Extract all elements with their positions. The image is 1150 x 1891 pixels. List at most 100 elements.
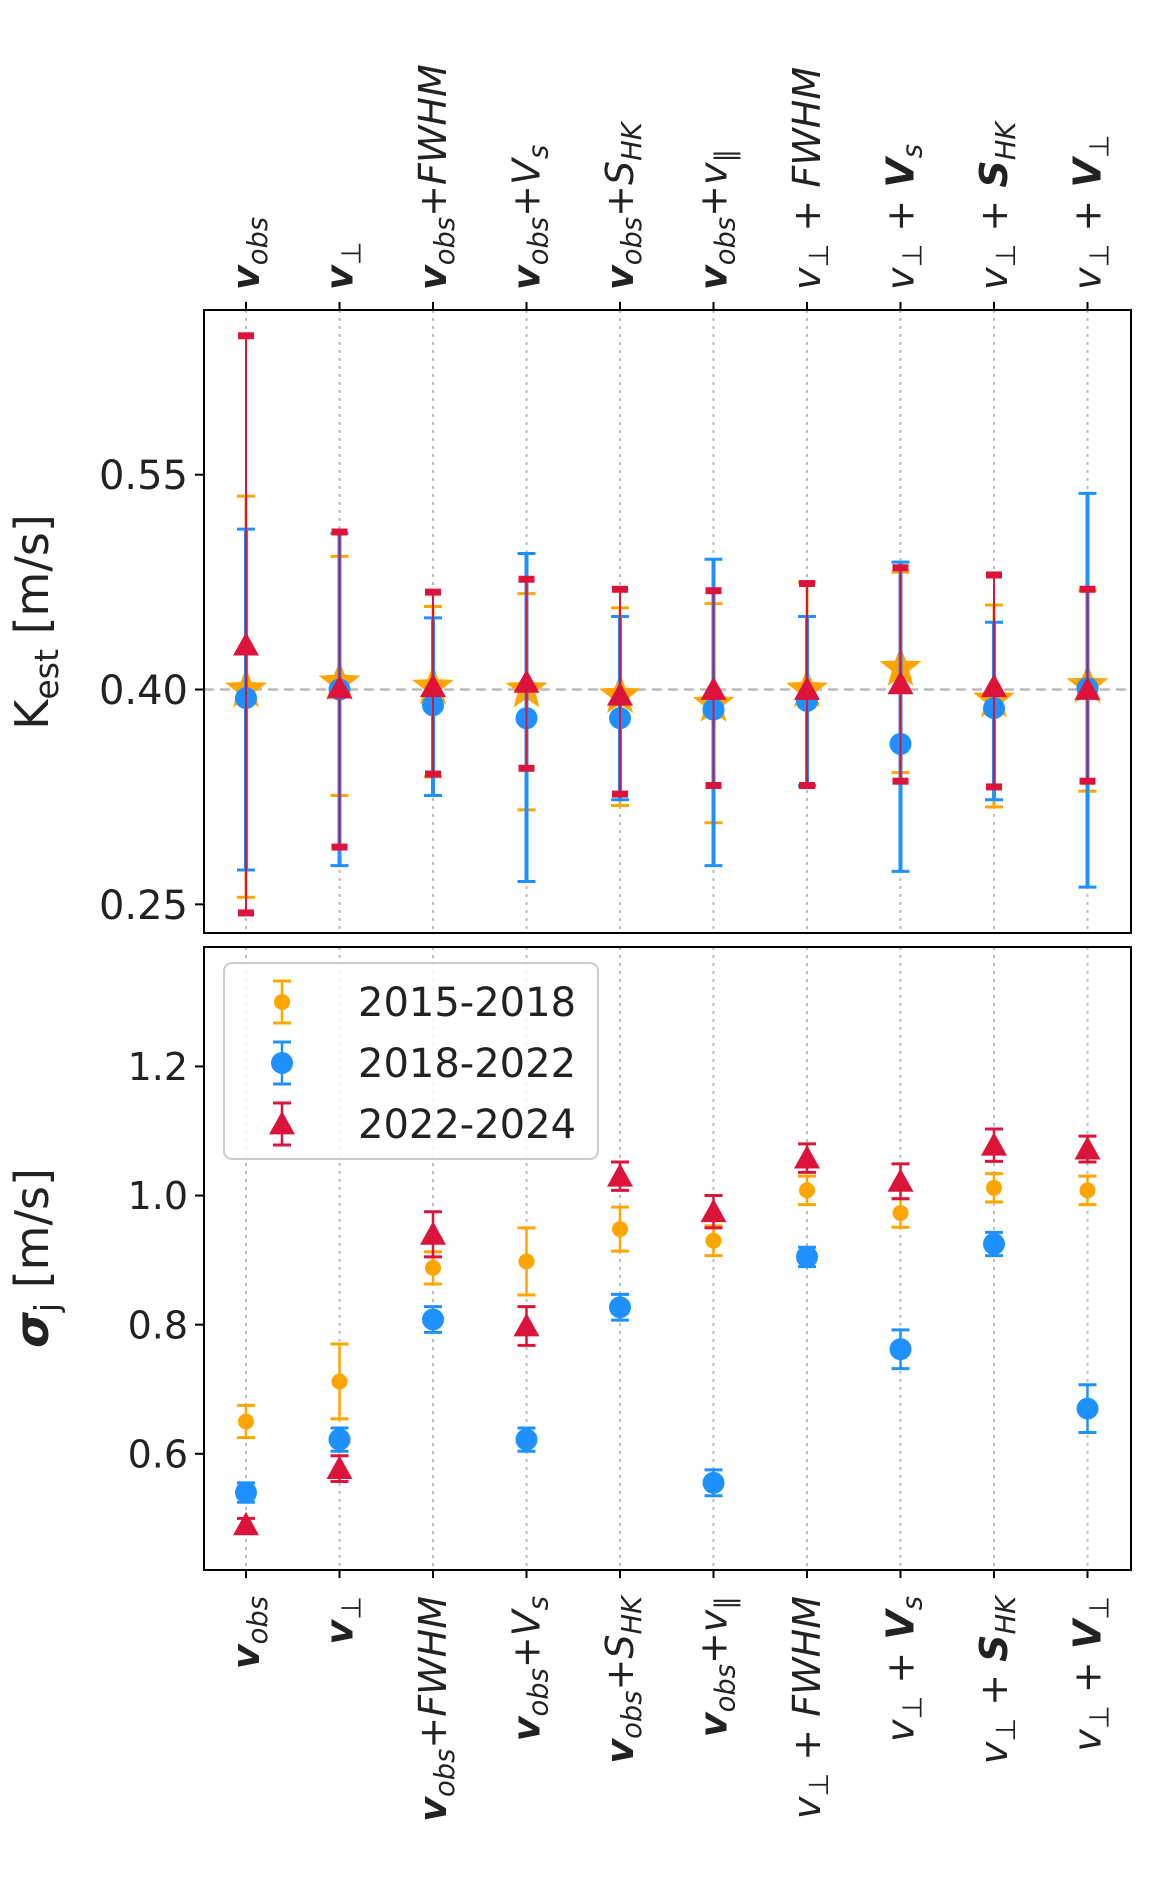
category-label: vobs <box>224 1596 274 1669</box>
category-label-sub: ⊥ <box>898 244 929 268</box>
category-label-extra: + <box>692 1632 736 1664</box>
data-point <box>326 675 353 699</box>
data-point <box>513 1312 540 1337</box>
series-2015-2018 <box>237 1172 1097 1440</box>
bottom-category-labels: vobs v⊥vobs+FWHM vobs+Vsvobs+SHKvobs+v∥v⊥ … <box>224 1594 1116 1822</box>
category-label-main: v <box>318 264 362 290</box>
category-label: vobs+FWHM <box>411 1596 461 1822</box>
category-label-sub: ⊥ <box>1085 1705 1116 1729</box>
category-label-sub: ⊥ <box>804 1773 835 1797</box>
category-label-extra: + <box>505 1636 549 1668</box>
data-point <box>420 673 446 698</box>
data-point <box>702 1471 725 1494</box>
category-label-extra-sub: ∥ <box>711 149 742 163</box>
legend-label: 2015-2018 <box>358 980 576 1026</box>
y-tick-label: 0.25 <box>99 883 188 929</box>
y-axis-label-main: K <box>5 698 59 730</box>
data-point <box>326 1455 353 1480</box>
category-label: vobs+v∥ <box>692 1596 742 1737</box>
category-label-extra: + <box>972 188 1016 244</box>
category-label-extra-sub: HK <box>991 120 1022 161</box>
category-label-main: v <box>505 264 549 290</box>
category-label: v⊥ + SHK <box>972 120 1022 290</box>
data-point <box>1074 676 1101 700</box>
data-point <box>1076 1397 1099 1420</box>
data-point <box>233 1511 259 1536</box>
category-label-extra-sub: s <box>524 1596 555 1610</box>
category-label-extra-letter: V <box>505 1607 549 1636</box>
category-label-extra-sub: s <box>524 145 555 159</box>
legend-box <box>223 962 599 1160</box>
category-label-extra: +FWHM <box>411 64 455 217</box>
data-point <box>887 670 914 695</box>
category-label-main: v <box>972 1741 1016 1764</box>
category-label-extra: + <box>972 1662 1016 1718</box>
category-label-extra: +FWHM <box>411 1596 455 1749</box>
category-label-extra-sub: ∥ <box>711 1596 742 1610</box>
category-label-extra-letter: V <box>1066 156 1110 188</box>
data-point <box>1079 1182 1096 1199</box>
data-point <box>794 676 820 700</box>
category-label: vobs+SHK <box>598 1594 648 1764</box>
category-label-extra-sub: ⊥ <box>1085 1596 1116 1620</box>
y-axis-label-unit: [m/s] <box>5 514 59 649</box>
category-label-extra-letter: S <box>598 161 642 185</box>
data-point <box>612 1221 628 1238</box>
legend-label: 2018-2022 <box>358 1041 576 1087</box>
category-label-main: v <box>598 1738 642 1764</box>
category-label: vobs+FWHM <box>411 64 461 290</box>
category-label-extra-sub: ⊥ <box>1085 134 1116 158</box>
category-label-sub: ⊥ <box>898 1696 929 1720</box>
category-label: v⊥ <box>318 241 368 290</box>
category-label-extra: + <box>598 185 642 217</box>
category-label-extra: + <box>505 185 549 217</box>
category-label-extra-sub: s <box>898 144 929 158</box>
category-label-sub: obs <box>524 1668 555 1716</box>
category-label: v⊥ + SHK <box>972 1594 1022 1764</box>
data-point <box>799 1182 815 1199</box>
data-point <box>981 673 1007 698</box>
category-label-extra-letter: S <box>598 1635 642 1659</box>
bottom-panel: 0.6 0.8 1.0 1.2 σj [m/s] <box>5 946 1132 1578</box>
category-label-extra: + <box>692 185 736 217</box>
data-point <box>705 1232 722 1249</box>
category-label: vobs+SHK <box>598 120 648 290</box>
category-label-extra-letter: V <box>879 156 923 188</box>
category-label-main: v <box>692 1711 736 1737</box>
series-2022-2024 <box>233 1127 1101 1536</box>
legend-marker <box>271 1052 293 1074</box>
category-label-extra: + <box>879 188 923 244</box>
category-label-main: v <box>879 1719 923 1742</box>
y-axis-label: Kest [m/s] <box>5 514 66 730</box>
data-point <box>887 1168 914 1192</box>
category-label-sub: obs <box>243 217 274 265</box>
data-point <box>422 1308 444 1331</box>
data-point <box>986 1179 1002 1196</box>
category-label-sub: obs <box>524 217 555 265</box>
category-label-main: v <box>785 1796 829 1819</box>
top-category-labels: vobsv⊥vobs+FWHMvobs+Vsvobs+SHKvobs+v∥v⊥ … <box>224 64 1116 290</box>
category-label-extra: + FWHM <box>785 1596 829 1773</box>
data-point <box>233 632 259 656</box>
data-point <box>983 1232 1005 1255</box>
category-label-sub: ⊥ <box>337 1596 368 1620</box>
category-label: v⊥ + Vs <box>879 144 929 290</box>
category-label-main: v <box>598 264 642 290</box>
category-label-main: v <box>692 264 736 290</box>
category-label-sub: ⊥ <box>991 244 1022 268</box>
y-tick-label: 0.40 <box>99 668 188 714</box>
category-label-extra-letter: V <box>1066 1617 1110 1649</box>
top-panel: 0.25 0.40 0.55 Kest [m/s] <box>5 302 1132 934</box>
y-axis-label-unit: [m/s] <box>5 1168 59 1303</box>
category-label: v⊥ + FWHM <box>785 67 835 290</box>
data-point <box>518 1253 535 1270</box>
category-label-sub: obs <box>430 1749 461 1797</box>
category-label: vobs+v∥ <box>692 149 742 290</box>
y-tick-label: 0.8 <box>128 1303 188 1347</box>
legend-marker <box>269 1111 295 1135</box>
data-point <box>607 682 633 706</box>
series-2022-2024 <box>233 332 1101 917</box>
y-axis-label-sub: est <box>27 649 66 700</box>
data-point <box>981 1132 1007 1156</box>
